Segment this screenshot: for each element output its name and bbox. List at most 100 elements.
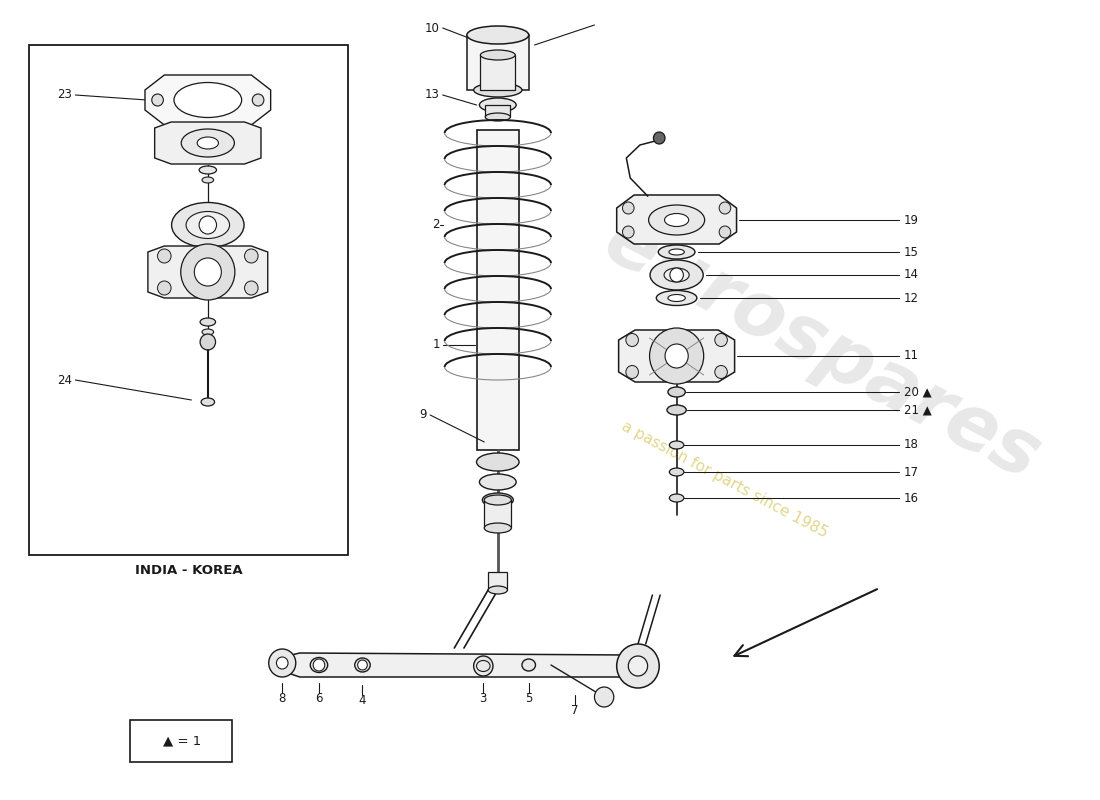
Circle shape	[653, 132, 666, 144]
Circle shape	[670, 268, 683, 282]
Circle shape	[157, 281, 172, 295]
Circle shape	[719, 202, 730, 214]
Ellipse shape	[174, 82, 242, 118]
Circle shape	[358, 660, 367, 670]
Circle shape	[314, 659, 324, 671]
Bar	[476, 130, 519, 450]
Text: 1: 1	[432, 338, 440, 351]
Ellipse shape	[197, 137, 219, 149]
Ellipse shape	[200, 318, 216, 326]
Ellipse shape	[485, 113, 510, 121]
Ellipse shape	[199, 166, 217, 174]
Ellipse shape	[670, 494, 684, 502]
Ellipse shape	[202, 177, 213, 183]
Circle shape	[199, 216, 217, 234]
Circle shape	[180, 244, 235, 300]
Bar	[484, 500, 512, 528]
Text: 13: 13	[425, 89, 440, 102]
Ellipse shape	[172, 202, 244, 247]
Text: 14: 14	[904, 269, 918, 282]
Text: INDIA - KOREA: INDIA - KOREA	[134, 563, 242, 577]
Text: 7: 7	[571, 703, 579, 717]
Circle shape	[623, 202, 634, 214]
Circle shape	[200, 334, 216, 350]
Text: 21 ▲: 21 ▲	[904, 403, 932, 417]
Circle shape	[715, 334, 727, 346]
Ellipse shape	[481, 50, 515, 60]
Ellipse shape	[649, 205, 705, 235]
Text: eurospares: eurospares	[591, 204, 1052, 496]
Ellipse shape	[650, 260, 703, 290]
Polygon shape	[618, 330, 735, 382]
Bar	[488, 572, 507, 590]
Circle shape	[268, 649, 296, 677]
Text: 17: 17	[904, 466, 918, 478]
Text: 5: 5	[525, 691, 532, 705]
Ellipse shape	[522, 659, 536, 671]
Text: 19: 19	[904, 214, 918, 226]
Circle shape	[715, 366, 727, 378]
Text: 9: 9	[420, 409, 427, 422]
Ellipse shape	[488, 586, 507, 594]
Ellipse shape	[476, 453, 519, 471]
Bar	[485, 105, 510, 117]
Ellipse shape	[466, 26, 529, 44]
Text: 18: 18	[904, 438, 918, 451]
Text: 6: 6	[316, 691, 322, 705]
Ellipse shape	[480, 98, 516, 112]
Ellipse shape	[354, 658, 371, 672]
Bar	[29, 45, 348, 555]
Text: 3: 3	[480, 691, 487, 705]
Circle shape	[276, 657, 288, 669]
Bar	[131, 720, 232, 762]
Text: 23: 23	[57, 89, 73, 102]
Ellipse shape	[482, 493, 514, 507]
Ellipse shape	[310, 658, 328, 673]
Text: 24: 24	[57, 374, 73, 386]
Circle shape	[623, 226, 634, 238]
Ellipse shape	[667, 405, 686, 415]
Ellipse shape	[669, 249, 684, 255]
Circle shape	[719, 226, 730, 238]
Ellipse shape	[484, 495, 512, 505]
Circle shape	[474, 656, 493, 676]
Text: 2: 2	[432, 218, 440, 231]
Polygon shape	[617, 195, 737, 244]
Text: 10: 10	[425, 22, 440, 34]
Ellipse shape	[670, 441, 684, 449]
Ellipse shape	[186, 211, 230, 238]
Ellipse shape	[668, 387, 685, 397]
Ellipse shape	[480, 474, 516, 490]
Ellipse shape	[182, 129, 234, 157]
Circle shape	[617, 644, 659, 688]
Ellipse shape	[668, 294, 685, 302]
Circle shape	[244, 281, 258, 295]
Ellipse shape	[474, 83, 522, 97]
Circle shape	[666, 344, 689, 368]
Ellipse shape	[657, 290, 697, 306]
Bar	[481, 55, 515, 90]
Ellipse shape	[201, 398, 214, 406]
Circle shape	[626, 366, 638, 378]
Polygon shape	[155, 122, 261, 164]
Text: a passion for parts since 1985: a passion for parts since 1985	[619, 419, 830, 541]
Circle shape	[594, 687, 614, 707]
Ellipse shape	[664, 214, 689, 226]
Ellipse shape	[670, 468, 684, 476]
Polygon shape	[271, 653, 628, 677]
Circle shape	[244, 249, 258, 263]
Polygon shape	[145, 75, 271, 125]
Circle shape	[650, 328, 704, 384]
Circle shape	[628, 656, 648, 676]
Circle shape	[626, 334, 638, 346]
Text: 8: 8	[278, 691, 286, 705]
Ellipse shape	[664, 268, 690, 282]
Ellipse shape	[658, 245, 695, 259]
Ellipse shape	[202, 329, 213, 335]
Ellipse shape	[484, 523, 512, 533]
Circle shape	[157, 249, 172, 263]
Text: 11: 11	[904, 350, 918, 362]
Bar	[466, 35, 529, 90]
Text: 16: 16	[904, 491, 918, 505]
Polygon shape	[147, 246, 267, 298]
